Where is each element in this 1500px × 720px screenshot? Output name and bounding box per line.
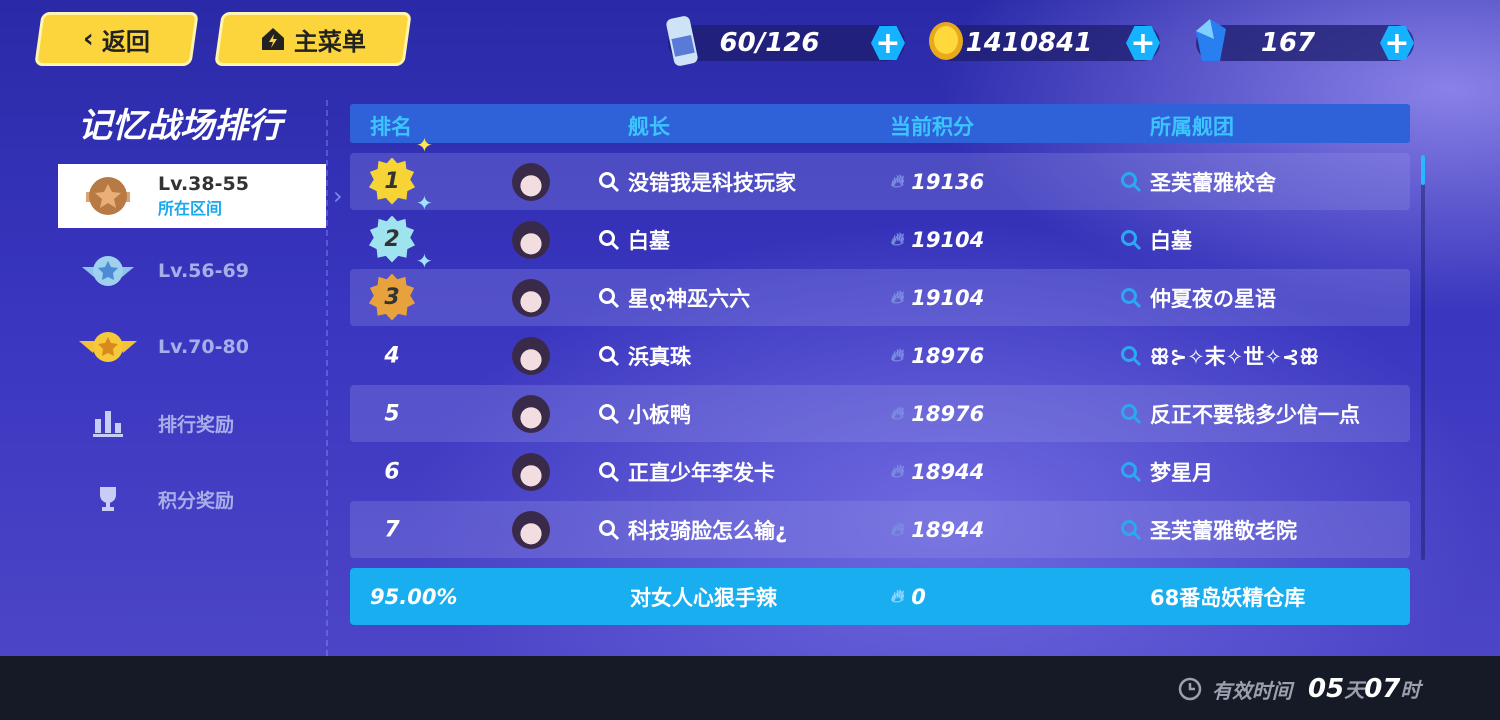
search-icon[interactable] <box>1120 461 1142 483</box>
avatar[interactable] <box>512 336 550 375</box>
search-icon[interactable] <box>1120 171 1142 193</box>
crystal-icon <box>1196 19 1226 61</box>
stamina-counter: 60/126 + <box>666 16 905 66</box>
search-icon[interactable] <box>598 519 620 541</box>
bottom-bar: 有效时间 05天07时 <box>0 656 1500 720</box>
avatar[interactable] <box>512 452 550 491</box>
search-icon[interactable] <box>598 345 620 367</box>
rank-badge-icon: 1 <box>368 157 416 205</box>
flame-icon: 🔥︎ <box>890 287 904 308</box>
scrollbar[interactable] <box>1421 155 1425 560</box>
gold-counter: 1410841 + <box>929 22 1160 61</box>
flame-icon: 🔥︎ <box>890 345 904 366</box>
selected-arrow-icon: › <box>333 182 343 210</box>
avatar[interactable] <box>512 278 550 317</box>
sidebar-item-lv70-80[interactable]: Lv.70-80 <box>58 315 326 379</box>
search-icon[interactable] <box>1120 345 1142 367</box>
trophy-icon <box>100 487 116 511</box>
flame-icon: 🔥︎ <box>890 586 904 607</box>
sidebar-item-lv38-55[interactable]: Lv.38-55 所在区间 <box>58 164 326 228</box>
gold-badge-icon <box>79 332 137 362</box>
flame-icon: 🔥︎ <box>890 519 904 540</box>
add-gold-button[interactable]: + <box>1126 26 1160 60</box>
add-crystal-button[interactable]: + <box>1380 26 1414 60</box>
table-row: 5 小板鸭 🔥︎ 18976 反正不要钱多少信一点 <box>350 385 1410 442</box>
search-icon[interactable] <box>598 461 620 483</box>
table-row: 4 浜真珠 🔥︎ 18976 ꕥ⊱✧末✧世✧⊰ꕥ <box>350 327 1410 384</box>
sidebar-divider <box>326 100 328 656</box>
table-row: 6 正直少年李发卡 🔥︎ 18944 梦星月 <box>350 443 1410 500</box>
rank-badge-icon: 2 <box>368 215 416 263</box>
table-row: 2 ✦ 白墓 🔥︎ 19104 白墓 <box>350 191 1410 268</box>
search-icon[interactable] <box>598 229 620 251</box>
rank-badge-icon: 3 <box>368 273 416 321</box>
search-icon[interactable] <box>598 287 620 309</box>
self-rank-row: 95.00% 对女人心狠手辣 🔥︎ 0 68番岛妖精仓库 <box>350 568 1410 625</box>
search-icon[interactable] <box>598 171 620 193</box>
avatar[interactable] <box>512 394 550 433</box>
table-row: 3 ✦ 星ღ神巫六六 🔥︎ 19104 仲夏夜の星语 <box>350 249 1410 326</box>
silver-badge-icon <box>82 256 134 286</box>
table-header: 排名 舰长 当前积分 所属舰团 <box>350 104 1410 143</box>
back-button[interactable]: ‹ 返回 <box>34 12 199 66</box>
home-button[interactable]: 主菜单 <box>214 12 412 66</box>
stamina-drink-icon <box>666 16 698 66</box>
search-icon[interactable] <box>598 403 620 425</box>
avatar[interactable] <box>512 220 550 259</box>
page-title: 记忆战场排行 <box>78 106 282 146</box>
sparkle-icon: ✦ <box>416 133 433 157</box>
sidebar-item-rank-rewards[interactable]: 排行奖励 <box>58 391 326 455</box>
search-icon[interactable] <box>1120 403 1142 425</box>
avatar[interactable] <box>512 510 550 549</box>
sidebar-item-lv56-69[interactable]: Lv.56-69 <box>58 239 326 303</box>
search-icon[interactable] <box>1120 287 1142 309</box>
flame-icon: 🔥︎ <box>890 403 904 424</box>
add-stamina-button[interactable]: + <box>871 26 905 60</box>
bar-chart-icon <box>93 411 123 437</box>
flame-icon: 🔥︎ <box>890 171 904 192</box>
bronze-badge-icon <box>86 177 130 215</box>
home-icon <box>262 28 284 50</box>
table-row: 7 科技骑脸怎么输¿ 🔥︎ 18944 圣芙蕾雅敬老院 <box>350 501 1410 558</box>
sparkle-icon: ✦ <box>416 249 433 273</box>
chevron-left-icon: ‹ <box>83 24 94 54</box>
sparkle-icon: ✦ <box>416 191 433 215</box>
flame-icon: 🔥︎ <box>890 461 904 482</box>
avatar[interactable] <box>512 162 550 201</box>
gold-coin-icon <box>929 22 963 60</box>
clock-icon <box>1178 677 1202 701</box>
table-row: 1 ✦ 没错我是科技玩家 🔥︎ 19136 圣芙蕾雅校舍 <box>350 133 1410 210</box>
search-icon[interactable] <box>1120 229 1142 251</box>
scrollbar-thumb[interactable] <box>1421 155 1425 185</box>
search-icon[interactable] <box>1120 519 1142 541</box>
sidebar-item-score-rewards[interactable]: 积分奖励 <box>58 467 326 531</box>
crystal-counter: 167 + <box>1196 19 1414 61</box>
flame-icon: 🔥︎ <box>890 229 904 250</box>
